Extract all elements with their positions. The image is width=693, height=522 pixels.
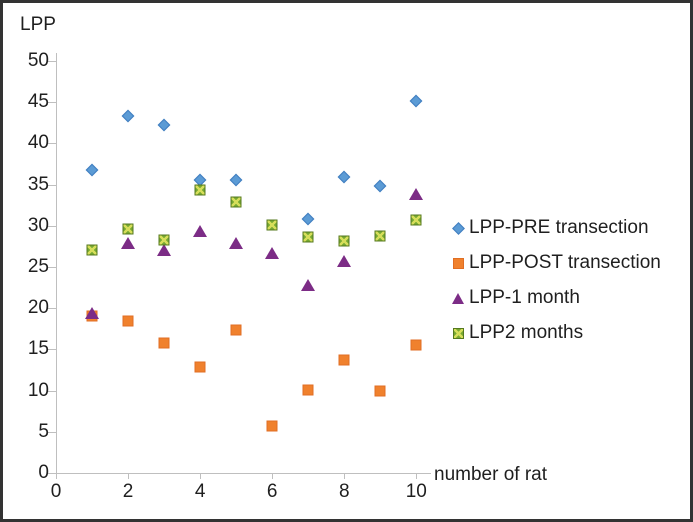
data-point-series-2 — [409, 187, 424, 200]
legend: LPP-PRE transection LPP-POST transection… — [452, 216, 661, 356]
x-tick-label: 0 — [50, 481, 62, 502]
legend-item-post-transection: LPP-POST transection — [452, 251, 661, 275]
data-point-series-3 — [302, 231, 314, 242]
data-point-series-1 — [374, 385, 386, 397]
x-axis-tick — [416, 473, 418, 479]
data-point-series-0 — [301, 212, 315, 226]
data-point-series-0 — [373, 179, 387, 193]
data-point-series-3 — [266, 219, 278, 231]
y-tick-label: 35 — [27, 173, 49, 195]
data-point-series-2 — [157, 243, 172, 256]
data-point-series-2 — [121, 237, 136, 250]
y-axis-tick — [48, 143, 56, 145]
y-axis-tick — [48, 473, 56, 474]
y-axis-tick — [48, 349, 56, 351]
data-point-series-3 — [86, 244, 98, 256]
x-tick-label: 10 — [405, 481, 427, 502]
y-axis-tick — [48, 61, 56, 62]
y-axis-tick — [48, 184, 56, 186]
x-axis-tick — [128, 473, 130, 479]
y-tick-label: 30 — [27, 214, 49, 236]
triangle-marker-icon — [452, 292, 464, 304]
data-point-series-0 — [229, 174, 243, 187]
data-point-series-1 — [158, 337, 170, 349]
square-marker-icon — [453, 257, 464, 269]
x-axis-tick — [272, 473, 274, 479]
data-point-series-1 — [194, 361, 206, 373]
y-axis-title: LPP — [20, 14, 56, 35]
data-point-series-2 — [301, 279, 316, 292]
x-axis-tick — [56, 473, 57, 479]
legend-item-pre-transection: LPP-PRE transection — [452, 216, 661, 240]
x-axis-title: number of rat — [434, 464, 547, 485]
x-tick-label: 8 — [338, 481, 350, 502]
data-point-series-2 — [85, 307, 100, 320]
legend-label: LPP-PRE transection — [469, 217, 649, 238]
y-axis-tick — [48, 102, 56, 104]
data-point-series-0 — [157, 118, 171, 132]
y-axis-tick — [48, 390, 56, 392]
data-point-series-0 — [337, 170, 351, 184]
y-axis-tick — [48, 308, 56, 310]
x-tick-label: 6 — [266, 481, 278, 502]
square-x-marker-icon — [453, 327, 464, 339]
legend-item-1-month: LPP-1 month — [452, 286, 661, 310]
y-tick-label: 10 — [27, 379, 49, 401]
y-tick-label: 40 — [27, 132, 49, 154]
y-axis-tick — [48, 431, 56, 433]
data-point-series-3 — [338, 235, 350, 247]
data-point-series-3 — [374, 230, 386, 242]
y-tick-label: 25 — [27, 256, 49, 277]
data-point-series-3 — [410, 214, 422, 226]
data-point-series-3 — [158, 234, 170, 246]
data-point-series-1 — [338, 354, 350, 366]
data-point-series-3 — [230, 196, 242, 208]
x-tick-label: 4 — [194, 481, 206, 502]
y-axis-tick — [48, 225, 56, 227]
y-tick-label: 20 — [27, 297, 49, 319]
legend-label: LPP-1 month — [469, 287, 580, 308]
data-point-series-2 — [193, 224, 208, 237]
data-point-series-0 — [409, 94, 423, 107]
y-axis-line — [56, 53, 57, 474]
legend-label: LPP2 months — [469, 322, 584, 343]
data-point-series-1 — [122, 315, 134, 327]
data-point-series-2 — [229, 237, 244, 250]
y-tick-label: 45 — [27, 91, 49, 113]
data-point-series-3 — [194, 184, 206, 196]
data-point-series-1 — [230, 324, 242, 336]
y-tick-label: 0 — [38, 462, 49, 483]
x-axis-line — [56, 473, 431, 474]
data-point-series-3 — [122, 223, 134, 235]
data-point-series-1 — [410, 339, 422, 351]
x-axis-tick — [344, 473, 346, 479]
y-axis-tick — [48, 267, 56, 268]
legend-item-2-months: LPP2 months — [452, 321, 661, 345]
data-point-series-2 — [337, 255, 352, 268]
data-point-series-2 — [265, 246, 280, 259]
data-point-series-0 — [121, 109, 135, 123]
y-tick-label: 50 — [27, 50, 49, 71]
diamond-marker-icon — [452, 221, 465, 235]
x-tick-label: 2 — [122, 481, 134, 502]
data-point-series-1 — [266, 420, 278, 432]
x-axis-tick — [200, 473, 202, 479]
legend-label: LPP-POST transection — [469, 252, 661, 273]
data-point-series-0 — [85, 163, 99, 177]
data-point-series-1 — [302, 384, 314, 396]
y-tick-label: 5 — [38, 420, 49, 442]
y-tick-label: 15 — [27, 338, 49, 360]
